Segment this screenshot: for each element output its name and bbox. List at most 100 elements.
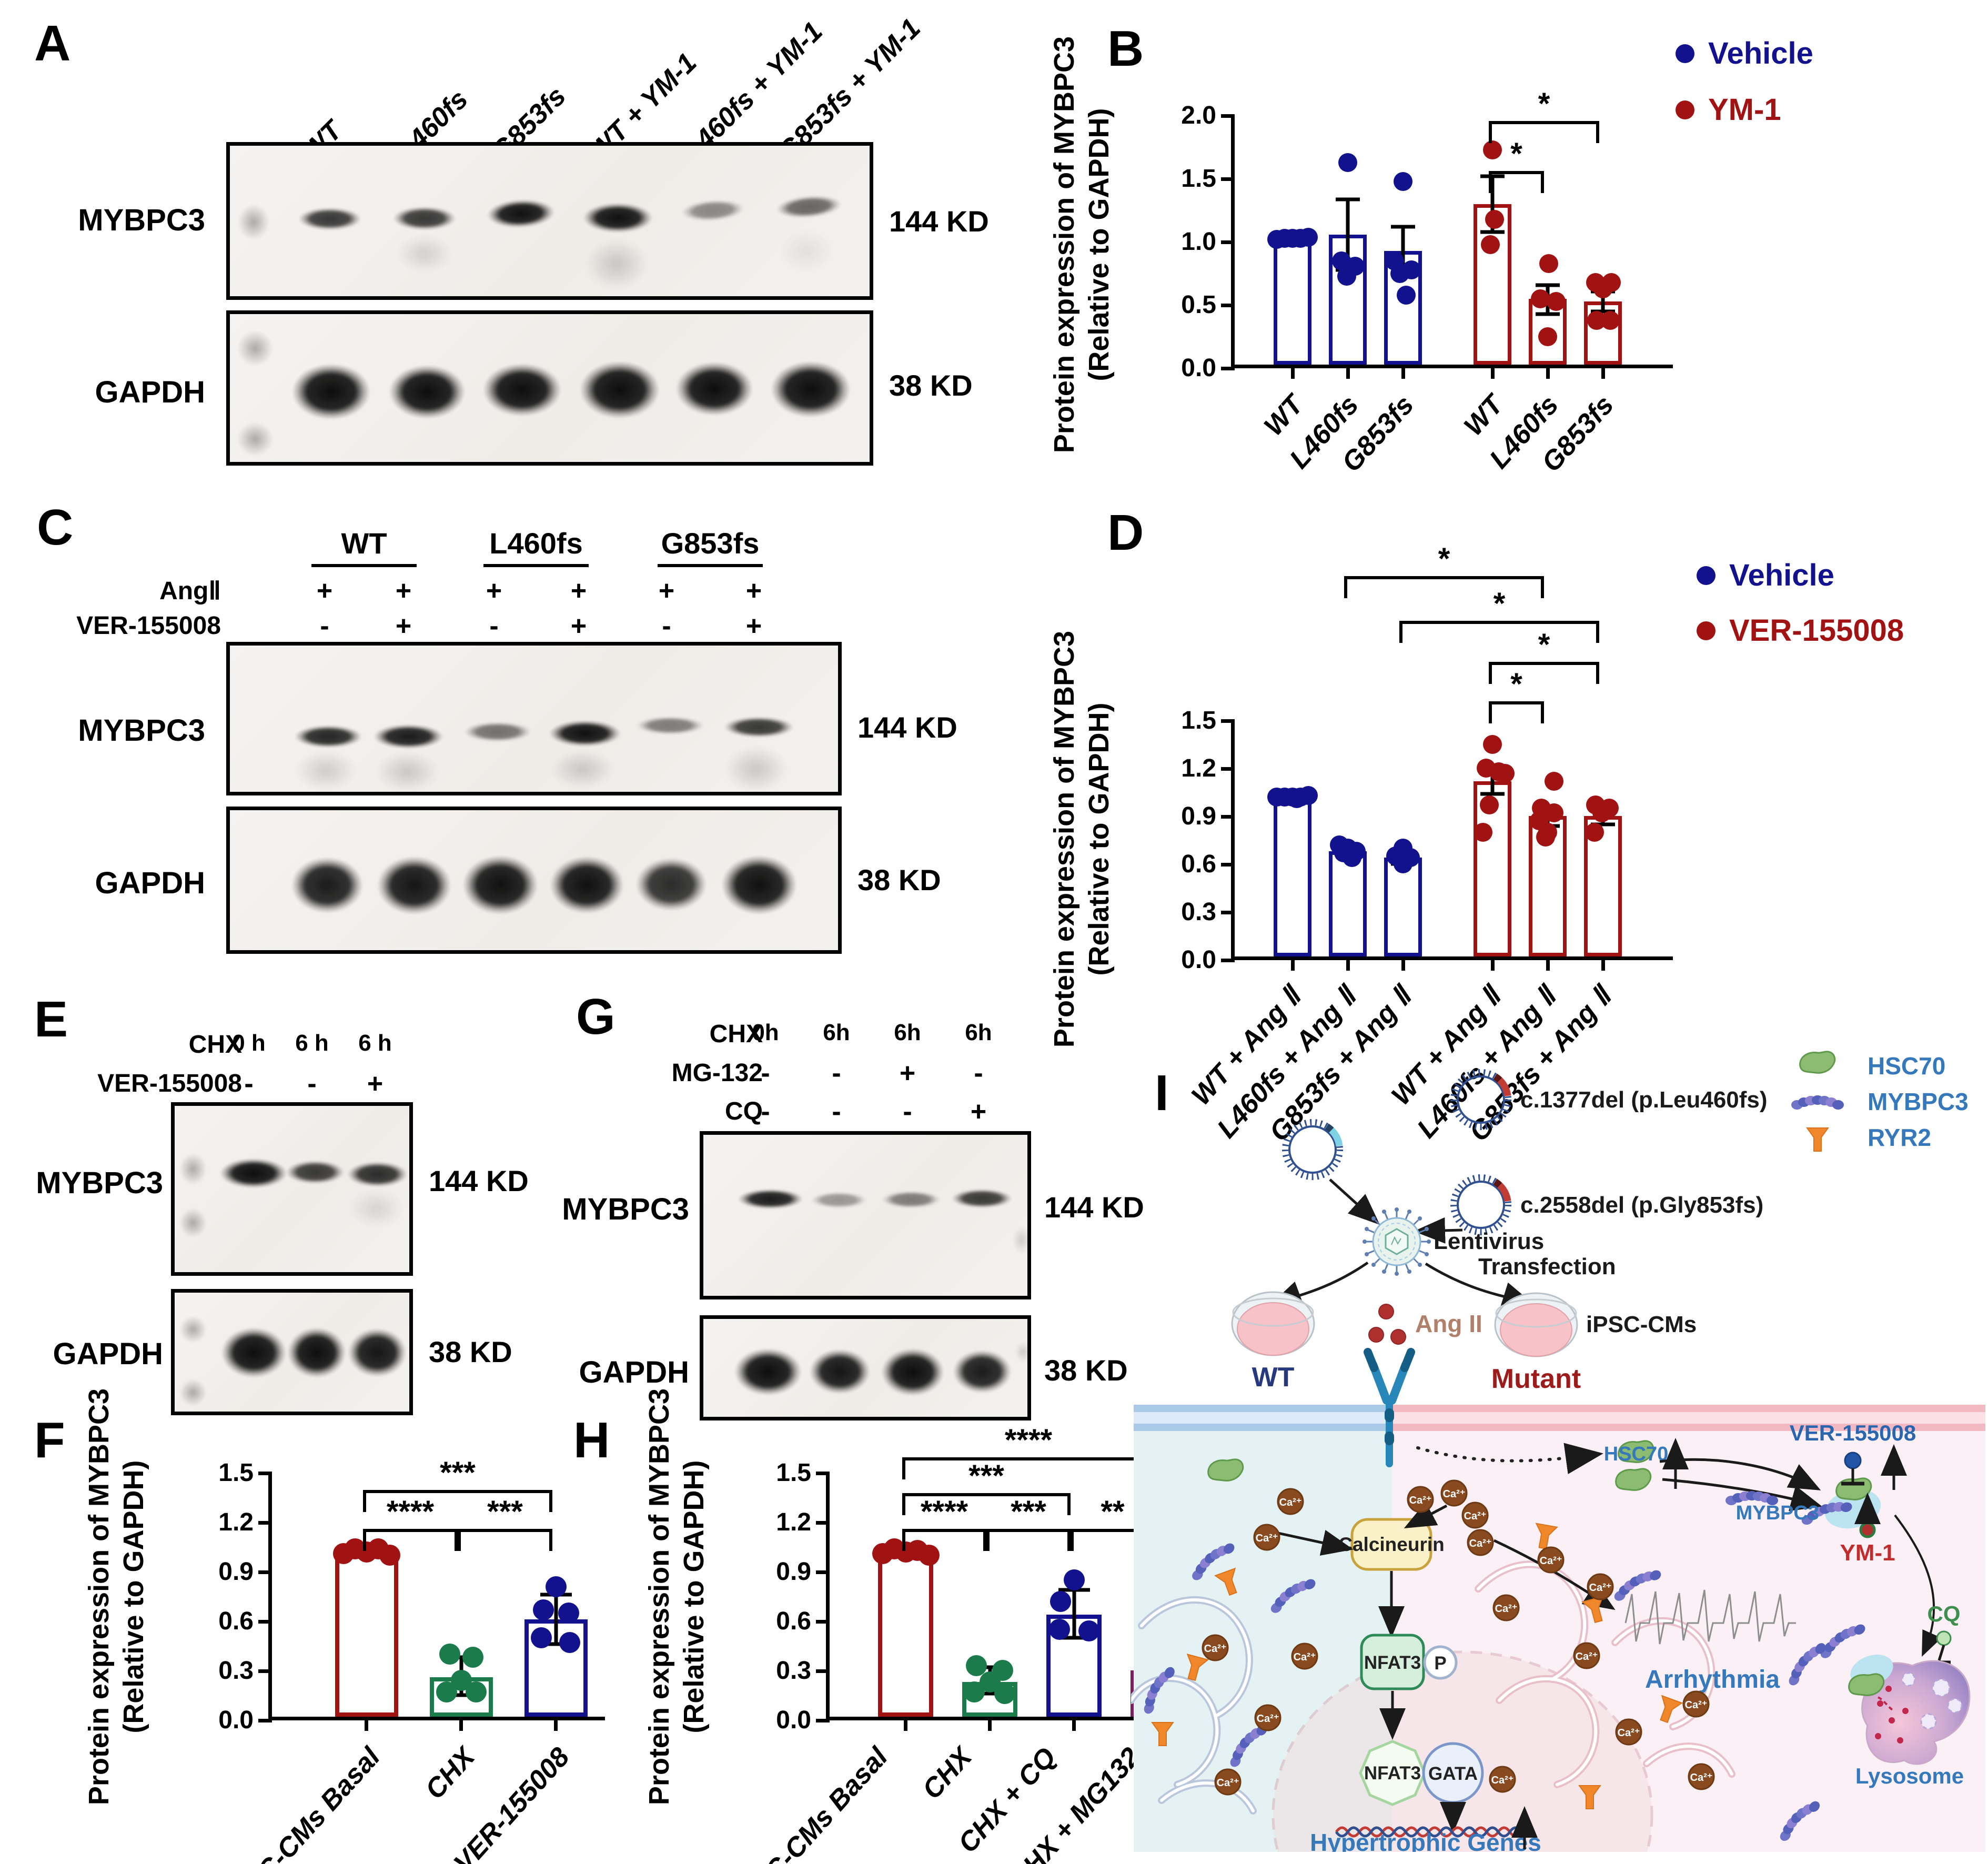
arrhythmia-trace <box>1624 1589 1796 1645</box>
plot-b: 2.0 1.5 1.0 0.5 0.0 <box>1181 103 1673 381</box>
protein-label: GAPDH <box>95 375 205 409</box>
calcium-ion <box>1254 1704 1281 1731</box>
y-axis-title: Protein expression of MYBPC3 (Relative t… <box>643 1388 710 1806</box>
hsc70-bean <box>1615 1468 1652 1491</box>
condition-value: 6h <box>823 1020 850 1045</box>
blot-gapdh <box>171 1289 413 1415</box>
ipsc-cms-label: iPSC-CMs <box>1586 1312 1697 1337</box>
plot-d: 1.5 1.2 0.9 0.6 0.3 0.0 <box>1181 708 1673 973</box>
blot-mybpc3 <box>226 642 842 795</box>
calcineurin-label: Calcineurin <box>1338 1534 1445 1555</box>
protein-label: GAPDH <box>53 1337 163 1371</box>
error-bar <box>1346 199 1350 270</box>
size-label: 144 KD <box>1044 1191 1144 1224</box>
condition-value: - <box>974 1058 983 1089</box>
arrow <box>1404 1502 1448 1529</box>
legend-item-vehicle: Vehicle <box>1676 36 1813 71</box>
condition-value: + <box>395 611 412 641</box>
y-tick: 0.9 <box>776 1558 811 1586</box>
ang-ii-label: Ang II <box>1415 1310 1482 1337</box>
sig-bracket: * <box>1489 628 1599 684</box>
arrow <box>1662 1478 1823 1512</box>
panel-i-schematic: Ca²⁺ <box>1131 1051 1985 1852</box>
condition-value: - <box>489 611 499 641</box>
sig-bracket: **** <box>363 1495 458 1551</box>
calcium-ion <box>1489 1766 1516 1793</box>
condition-value: - <box>832 1058 841 1089</box>
lentivirus-icon <box>1363 1207 1431 1276</box>
condition-value: + <box>970 1096 987 1127</box>
hsc70-label: HSC70 <box>1604 1443 1669 1465</box>
y-axis-title: Protein expression of MYBPC3 (Relative t… <box>83 1388 149 1806</box>
group-label: L460fs <box>489 527 583 560</box>
phosphate-node <box>1423 1645 1458 1680</box>
nfat3-nuclear-label: NFAT3 <box>1364 1763 1421 1784</box>
ym1-label: YM-1 <box>1840 1540 1895 1566</box>
condition-value: 6h <box>965 1020 992 1045</box>
calcium-ion <box>1277 1488 1304 1515</box>
sig-bracket: **** <box>902 1423 1155 1479</box>
panel-letter-i: I <box>1155 1065 1169 1121</box>
size-label: 38 KD <box>1044 1354 1128 1387</box>
size-label: 144 KD <box>857 711 957 744</box>
y-tick: 0.9 <box>1181 802 1216 830</box>
y-tick: 0.0 <box>1181 946 1216 974</box>
sig-bracket: **** <box>902 1495 986 1551</box>
nfat3-nuclear-node <box>1359 1740 1426 1806</box>
sig-bracket: * <box>1489 87 1599 143</box>
y-tick: 1.2 <box>218 1508 254 1536</box>
legend-dot <box>1697 566 1715 585</box>
sig-bracket: * <box>1489 137 1544 193</box>
panel-letter-a: A <box>34 15 71 72</box>
blot-mybpc3 <box>700 1131 1031 1299</box>
mybpc3-label: MYBPC3 <box>1736 1502 1819 1524</box>
calcium-ion <box>1253 1524 1280 1551</box>
wt-label: WT <box>1252 1362 1295 1393</box>
size-label: 38 KD <box>429 1335 512 1368</box>
y-tick: 1.2 <box>776 1508 811 1536</box>
y-tick: 0.0 <box>218 1706 254 1734</box>
y-tick: 1.5 <box>776 1459 811 1487</box>
y-tick: 0.0 <box>1181 354 1216 382</box>
condition-value: + <box>745 611 762 641</box>
cell-membrane <box>1134 1405 1985 1431</box>
arrow <box>1414 1217 1463 1244</box>
calcium-ion <box>1688 1763 1715 1790</box>
calcium-ion <box>1615 1718 1642 1746</box>
condition-value: - <box>662 611 671 641</box>
bar <box>1274 797 1311 956</box>
row-label: VER-155008 <box>76 612 221 640</box>
calcium-ion <box>1573 1642 1600 1669</box>
blot-gapdh <box>700 1315 1031 1420</box>
protein-label: MYBPC3 <box>36 1166 163 1200</box>
condition-value: + <box>395 576 412 606</box>
legend-label-hsc70: HSC70 <box>1868 1052 1945 1080</box>
sig-bracket: ** <box>1071 1495 1155 1551</box>
mybpc3-chain-icon <box>1791 1095 1844 1110</box>
complex-near-lysosome <box>1783 1618 1895 1712</box>
panel-letter-e: E <box>34 991 68 1047</box>
legend-item-ym1: YM-1 <box>1676 92 1781 127</box>
ver-155008-molecule <box>1844 1452 1862 1469</box>
blot-gapdh <box>226 310 873 466</box>
plot-f: 1.5 1.2 0.9 0.6 0.3 0.0 <box>218 1460 605 1733</box>
legend-label-ryr2: RYR2 <box>1868 1124 1931 1151</box>
error-bar <box>1401 227 1405 274</box>
y-tick: 1.5 <box>1181 707 1216 734</box>
protein-label: GAPDH <box>579 1355 689 1389</box>
blot-mybpc3 <box>171 1102 413 1276</box>
error-bar <box>1601 291 1605 312</box>
size-label: 38 KD <box>889 369 973 402</box>
y-tick: 2.0 <box>1181 102 1216 129</box>
condition-value: + <box>570 611 587 641</box>
calcium-ion <box>1291 1643 1318 1670</box>
legend-item-ver155008: VER-155008 <box>1697 613 1904 648</box>
sig-bracket: *** <box>902 1459 1071 1515</box>
arrhythmia-label: Arrhythmia <box>1645 1666 1780 1694</box>
phosphate-label: P <box>1434 1653 1446 1674</box>
group-label: G853fs <box>661 527 760 560</box>
nfat3-label: NFAT3 <box>1364 1653 1421 1673</box>
lysosome-label: Lysosome <box>1855 1764 1964 1788</box>
y-tick: 0.0 <box>776 1706 811 1734</box>
